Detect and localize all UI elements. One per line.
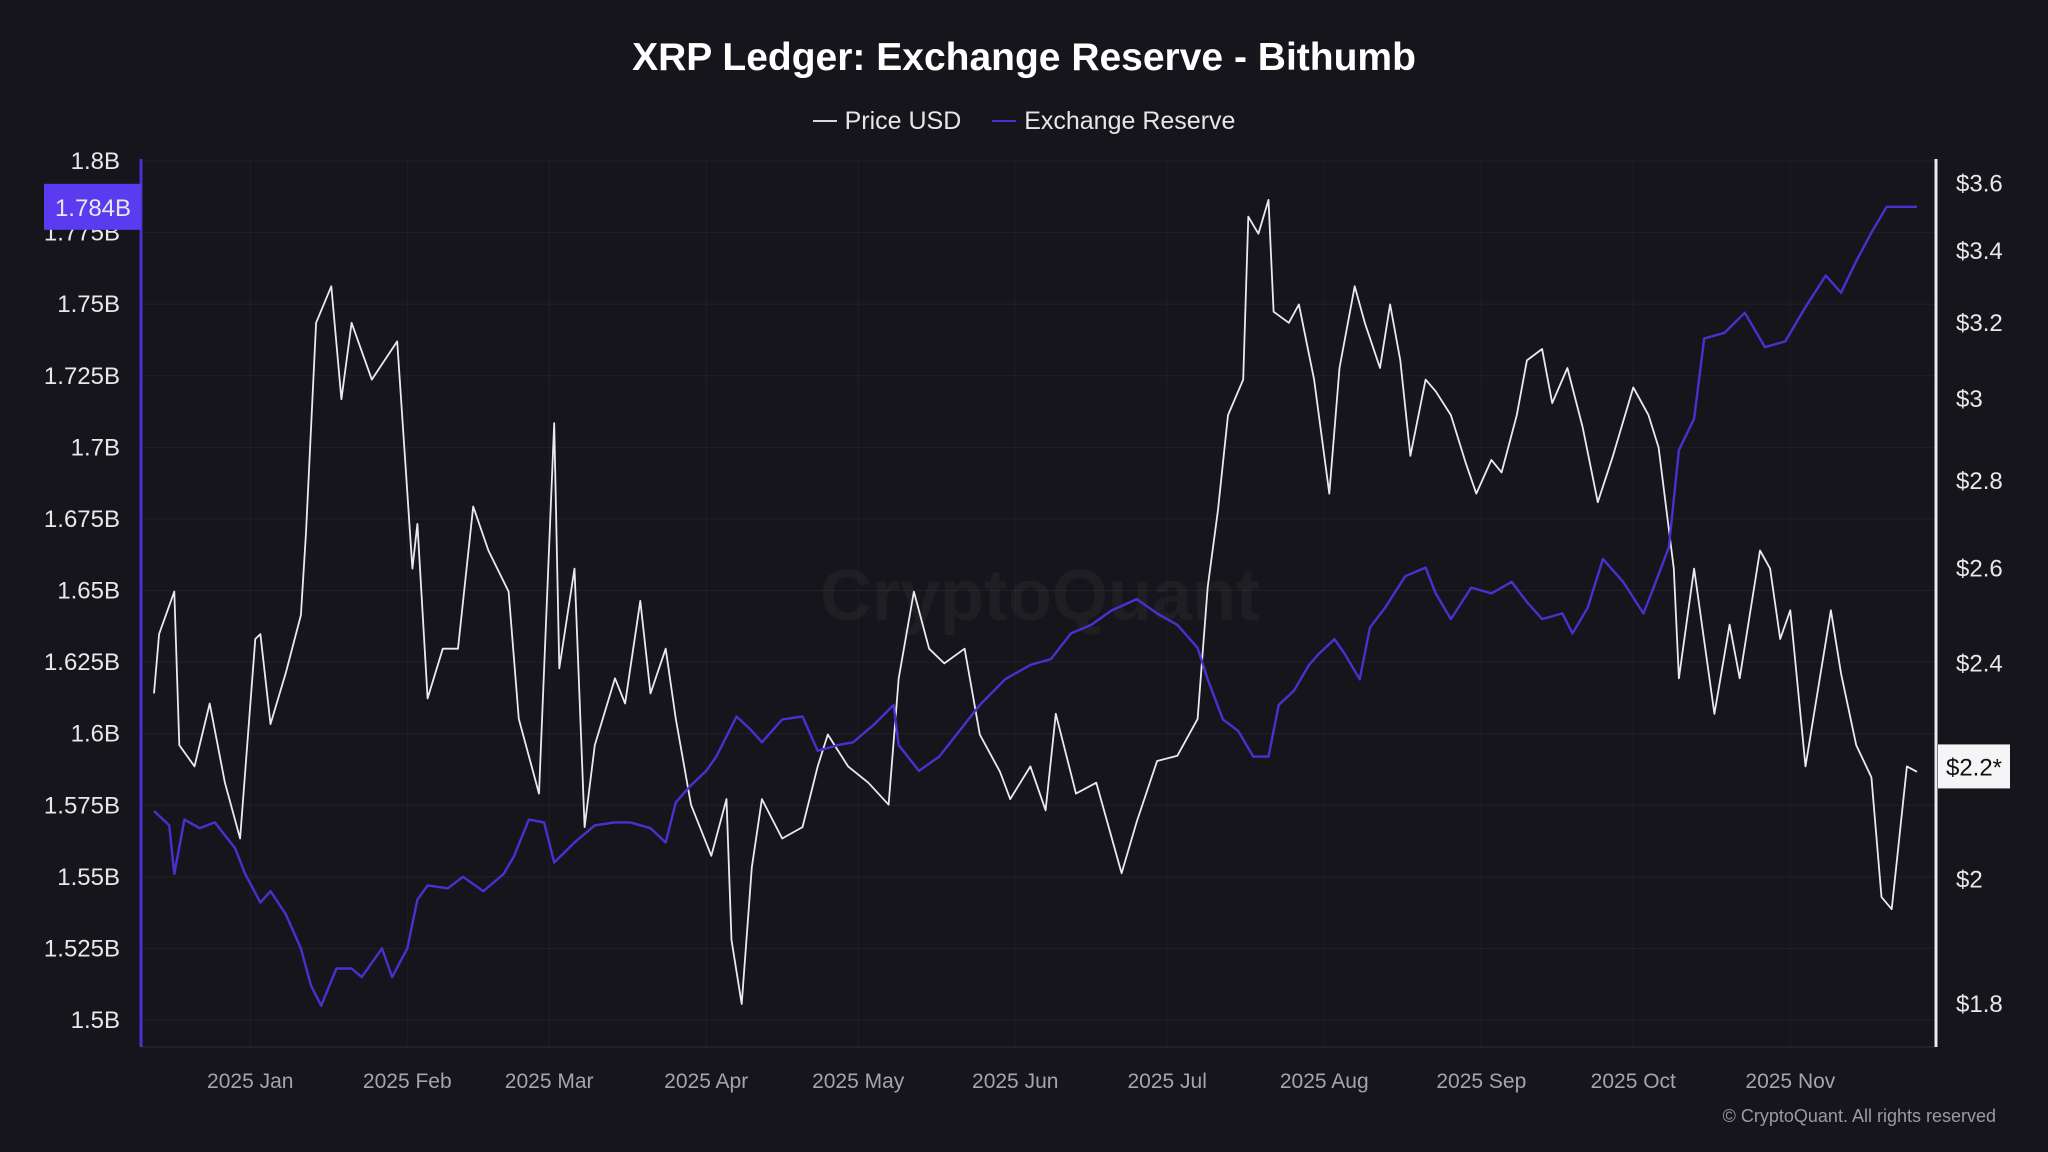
- right-tick-label: $2.4: [1956, 650, 2003, 677]
- right-tick-label: $3.6: [1956, 170, 2003, 197]
- x-tick-label: 2025 Apr: [664, 1070, 748, 1093]
- legend-swatch-price: [812, 120, 837, 122]
- left-tick-label: 1.525B: [44, 935, 120, 962]
- x-tick-label: 2025 Nov: [1745, 1070, 1835, 1093]
- legend-label-price: Price USD: [844, 106, 962, 135]
- x-tick-label: 2025 Jan: [207, 1070, 293, 1093]
- left-tick-label: 1.8B: [71, 148, 120, 175]
- left-tick-label: 1.725B: [44, 363, 120, 390]
- copyright: © CryptoQuant. All rights reserved: [1722, 1106, 1996, 1126]
- watermark: CryptoQuant: [820, 556, 1260, 636]
- right-tick-label: $2: [1956, 866, 1983, 893]
- left-tick-label: 1.65B: [57, 578, 120, 605]
- x-tick-label: 2025 Mar: [505, 1070, 594, 1093]
- left-tick-label: 1.75B: [57, 291, 120, 318]
- legend-label-reserve: Exchange Reserve: [1024, 106, 1236, 135]
- right-tick-label: $3.4: [1956, 238, 2003, 265]
- right-tick-label: $3: [1956, 386, 1983, 413]
- legend: Price USD Exchange Reserve: [0, 100, 2048, 136]
- left-tick-label: 1.6B: [71, 721, 120, 748]
- x-tick-label: 2025 May: [812, 1070, 905, 1093]
- left-tick-label: 1.575B: [44, 792, 120, 819]
- left-tick-label: 1.5B: [71, 1007, 120, 1034]
- x-tick-label: 2025 Aug: [1280, 1070, 1369, 1093]
- x-tick-label: 2025 Jul: [1128, 1070, 1207, 1093]
- legend-swatch-reserve: [992, 120, 1017, 122]
- right-tick-label: $2.8: [1956, 468, 2003, 495]
- left-tick-label: 1.625B: [44, 649, 120, 676]
- current-reserve-badge: [44, 183, 141, 230]
- x-tick-label: 2025 Feb: [363, 1070, 452, 1093]
- chart-title: XRP Ledger: Exchange Reserve - Bithumb: [632, 36, 1416, 79]
- series-line-price-usd: [153, 199, 1918, 1005]
- current-price-label: $2.2*: [1946, 754, 2002, 781]
- series-line-exchange-reserve: [153, 205, 1917, 1007]
- legend-item-reserve[interactable]: Exchange Reserve: [992, 107, 1235, 136]
- x-tick-label: 2025 Jun: [972, 1070, 1058, 1093]
- left-tick-label: 1.55B: [57, 864, 120, 891]
- left-tick-label: 1.675B: [44, 506, 120, 533]
- x-tick-label: 2025 Oct: [1591, 1070, 1676, 1093]
- x-tick-label: 2025 Sep: [1436, 1070, 1526, 1093]
- right-tick-label: $2.6: [1956, 556, 2003, 583]
- left-tick-label: 1.7B: [71, 434, 120, 461]
- current-price-badge: [1938, 744, 2010, 789]
- right-tick-label: $3.2: [1956, 310, 2003, 337]
- legend-item-price[interactable]: Price USD: [812, 106, 962, 136]
- current-reserve-label: 1.784B: [55, 195, 131, 222]
- right-tick-label: $1.8: [1956, 991, 2003, 1018]
